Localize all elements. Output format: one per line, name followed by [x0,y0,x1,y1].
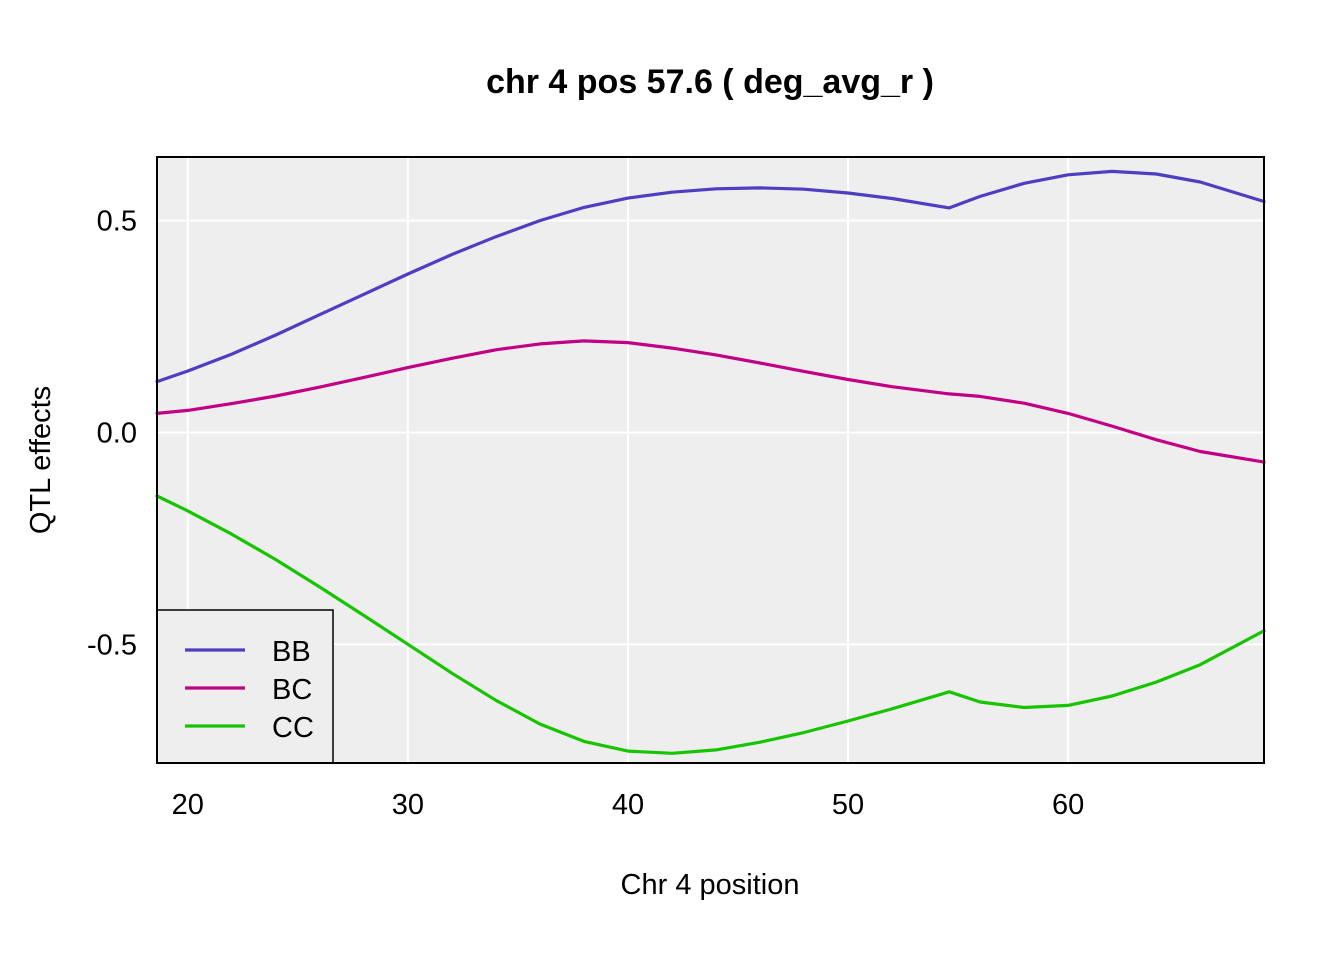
x-tick-label: 50 [832,789,864,821]
y-tick-label: 0.5 [97,206,137,238]
y-tick-label: -0.5 [87,629,137,661]
legend-label-bb: BB [272,636,311,668]
legend-label-cc: CC [272,712,314,744]
grid-lines [157,157,1264,763]
legend: BB BC CC [156,609,334,764]
series-line-cc [155,494,1266,755]
y-axis-label: QTL effects [25,386,57,534]
x-tick-labels: 20 30 40 50 60 [172,789,1085,821]
plot-area [157,157,1264,763]
x-tick-label: 40 [612,789,644,821]
y-tick-label: 0.0 [97,417,137,449]
y-tick-labels: 0.5 0.0 -0.5 [87,206,137,662]
x-tick-label: 30 [392,789,424,821]
series-line-bb [155,169,1266,384]
plot-frame [156,156,1265,764]
series-line-bc [155,339,1266,464]
x-tick-label: 60 [1052,789,1084,821]
x-tick-label: 20 [172,789,204,821]
chart-title: chr 4 pos 57.6 ( deg_avg_r ) [486,63,934,101]
x-axis-label: Chr 4 position [621,869,800,901]
series-lines [155,169,1266,755]
legend-label-bc: BC [272,674,312,706]
